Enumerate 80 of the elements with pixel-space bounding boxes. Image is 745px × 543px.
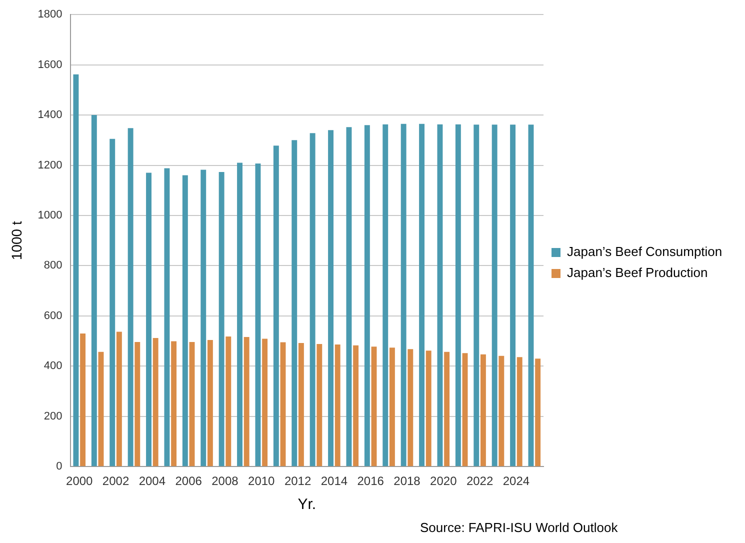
bar (207, 340, 213, 466)
y-tick-label: 800 (44, 260, 62, 272)
bar (273, 146, 279, 466)
bar (419, 124, 425, 466)
bar (444, 352, 450, 466)
bar (455, 124, 461, 466)
x-tick-label: 2010 (248, 474, 276, 488)
bar (116, 332, 122, 466)
legend-label: Japan’s Beef Production (567, 265, 708, 280)
x-tick-label: 2022 (466, 474, 494, 488)
y-tick-label: 1600 (38, 58, 62, 71)
bar (462, 353, 468, 466)
bar (255, 164, 261, 466)
bar (200, 170, 206, 466)
bar (280, 342, 286, 466)
x-axis-title: Yr. (298, 496, 316, 514)
bar (389, 348, 395, 466)
y-axis-title: 1000 t (8, 221, 24, 260)
x-tick-label: 2008 (212, 474, 239, 488)
bar (134, 342, 140, 466)
x-tick-label: 2000 (66, 474, 94, 488)
bar (91, 115, 97, 466)
bar (328, 130, 334, 466)
bar (316, 344, 322, 466)
y-tick-label: 1400 (38, 109, 62, 122)
x-tick-label: 2024 (502, 474, 530, 488)
bar (73, 74, 79, 466)
bar (382, 124, 388, 466)
bar (426, 350, 432, 466)
bar (535, 358, 541, 466)
bar (189, 342, 195, 466)
y-tick-label: 1200 (38, 159, 62, 172)
bar (492, 124, 498, 466)
bar (371, 346, 377, 466)
bar (474, 124, 480, 466)
x-tick-label: 2012 (284, 474, 312, 488)
bar (310, 133, 316, 466)
bar (353, 345, 359, 466)
bar (298, 343, 304, 466)
bar (400, 124, 406, 466)
y-tick-label: 600 (44, 310, 62, 322)
x-tick-label: 2004 (138, 474, 166, 488)
bar (510, 124, 516, 466)
bar (244, 337, 250, 466)
bar (237, 162, 242, 466)
x-tick-label: 2020 (430, 474, 458, 488)
x-tick-label: 2016 (357, 474, 384, 488)
bar (292, 140, 298, 466)
bar (498, 356, 504, 466)
bar (226, 336, 232, 466)
bar (408, 349, 414, 466)
bar (98, 352, 104, 466)
bar (164, 168, 170, 466)
x-tick-label: 2018 (394, 474, 421, 488)
bar (334, 344, 340, 466)
y-tick-label: 0 (56, 460, 62, 473)
y-tick-label: 200 (44, 410, 62, 422)
bar (152, 338, 158, 466)
bar (128, 128, 134, 466)
bar (528, 124, 534, 466)
y-tick-label: 1800 (38, 8, 62, 21)
x-tick-label: 2002 (102, 474, 130, 488)
y-tick-label: 400 (44, 360, 62, 372)
source-note: Source: FAPRI-ISU World Outlook (420, 520, 618, 535)
bar (80, 334, 86, 466)
x-tick-label: 2006 (175, 474, 202, 488)
bar (364, 125, 370, 466)
bar (437, 124, 443, 466)
bar (218, 172, 224, 466)
bar (171, 341, 177, 466)
x-tick-label: 2014 (320, 474, 348, 488)
legend-label: Japan’s Beef Consumption (567, 244, 722, 260)
bar (182, 175, 188, 466)
bar (110, 138, 116, 466)
bar (346, 127, 352, 466)
bar (480, 354, 486, 466)
bar (516, 357, 522, 466)
bar (262, 338, 268, 466)
y-tick-label: 1000 (38, 210, 62, 222)
bar (146, 172, 152, 466)
